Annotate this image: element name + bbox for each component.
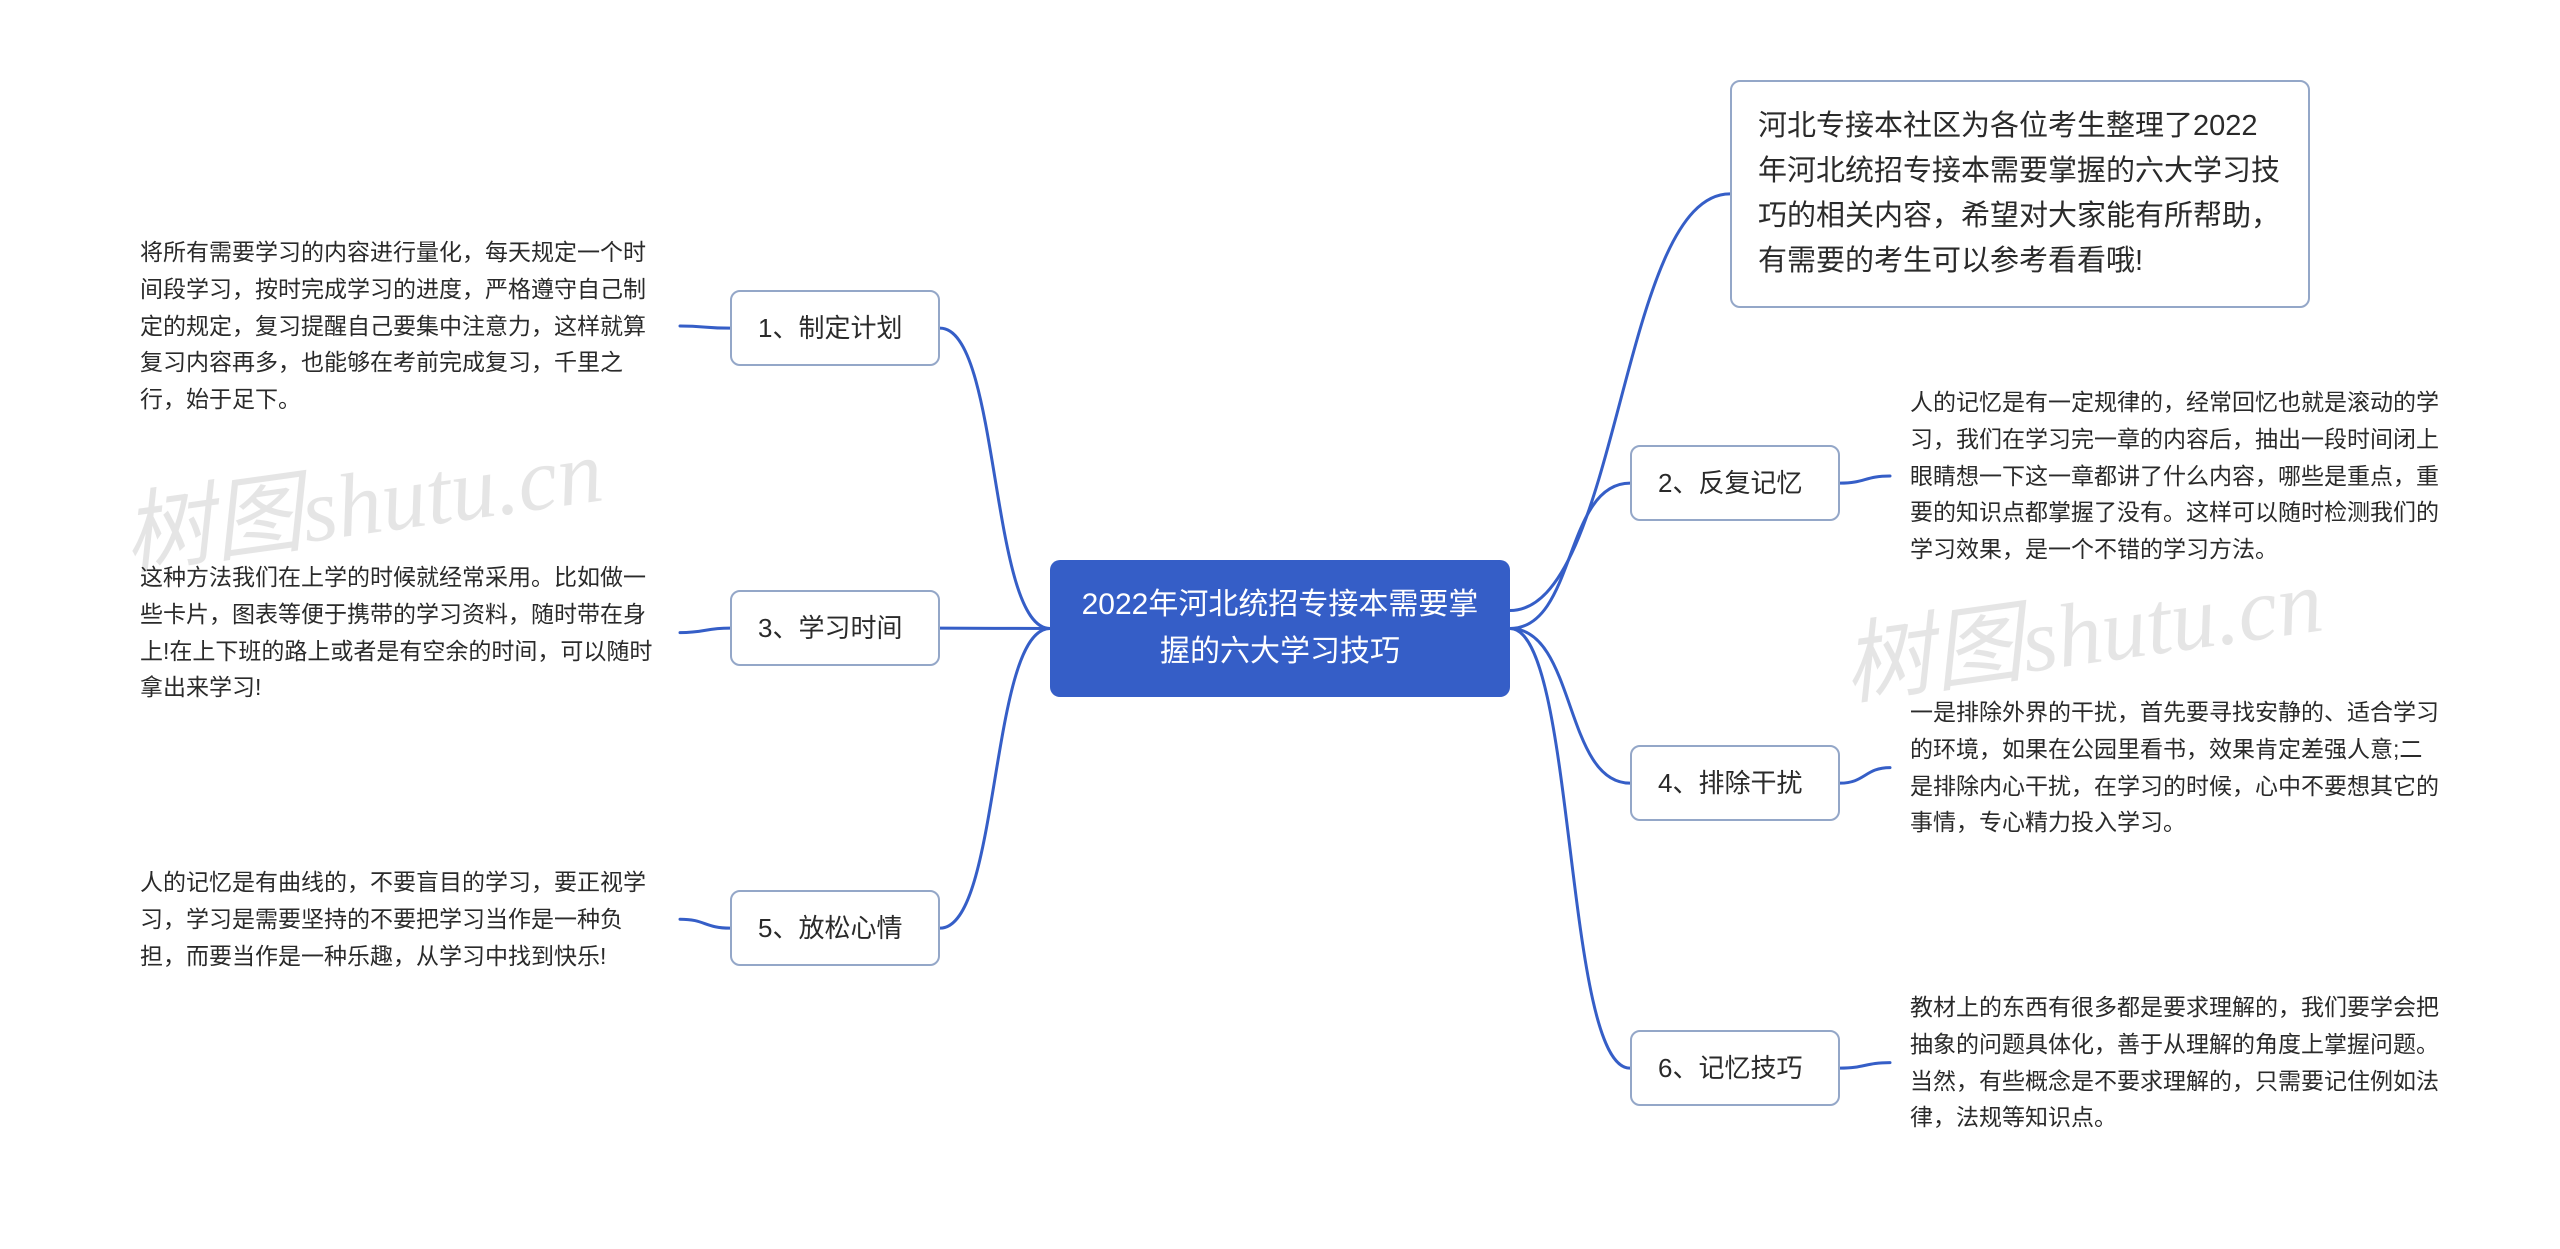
branch-1-desc: 将所有需要学习的内容进行量化，每天规定一个时间段学习，按时完成学习的进度，严格遵…	[120, 220, 680, 432]
branch-4-desc: 一是排除外界的干扰，首先要寻找安静的、适合学习的环境，如果在公园里看书，效果肯定…	[1890, 680, 2460, 855]
branch-5-desc: 人的记忆是有曲线的，不要盲目的学习，要正视学习，学习是需要坚持的不要把学习当作是…	[120, 850, 680, 988]
branch-6: 6、记忆技巧	[1630, 1030, 1840, 1106]
branch-1: 1、制定计划	[730, 290, 940, 366]
mindmap-canvas: 树图shutu.cn 树图shutu.cn 2022年河北统招专接本需要掌握的六…	[0, 0, 2560, 1249]
branch-2: 2、反复记忆	[1630, 445, 1840, 521]
branch-2-desc: 人的记忆是有一定规律的，经常回忆也就是滚动的学习，我们在学习完一章的内容后，抽出…	[1890, 370, 2460, 582]
branch-5: 5、放松心情	[730, 890, 940, 966]
branch-4: 4、排除干扰	[1630, 745, 1840, 821]
branch-3: 3、学习时间	[730, 590, 940, 666]
branch-6-desc: 教材上的东西有很多都是要求理解的，我们要学会把抽象的问题具体化，善于从理解的角度…	[1890, 975, 2460, 1150]
branch-3-desc: 这种方法我们在上学的时候就经常采用。比如做一些卡片，图表等便于携带的学习资料，随…	[120, 545, 680, 720]
center-topic: 2022年河北统招专接本需要掌握的六大学习技巧	[1050, 560, 1510, 697]
intro-box: 河北专接本社区为各位考生整理了2022年河北统招专接本需要掌握的六大学习技巧的相…	[1730, 80, 2310, 308]
